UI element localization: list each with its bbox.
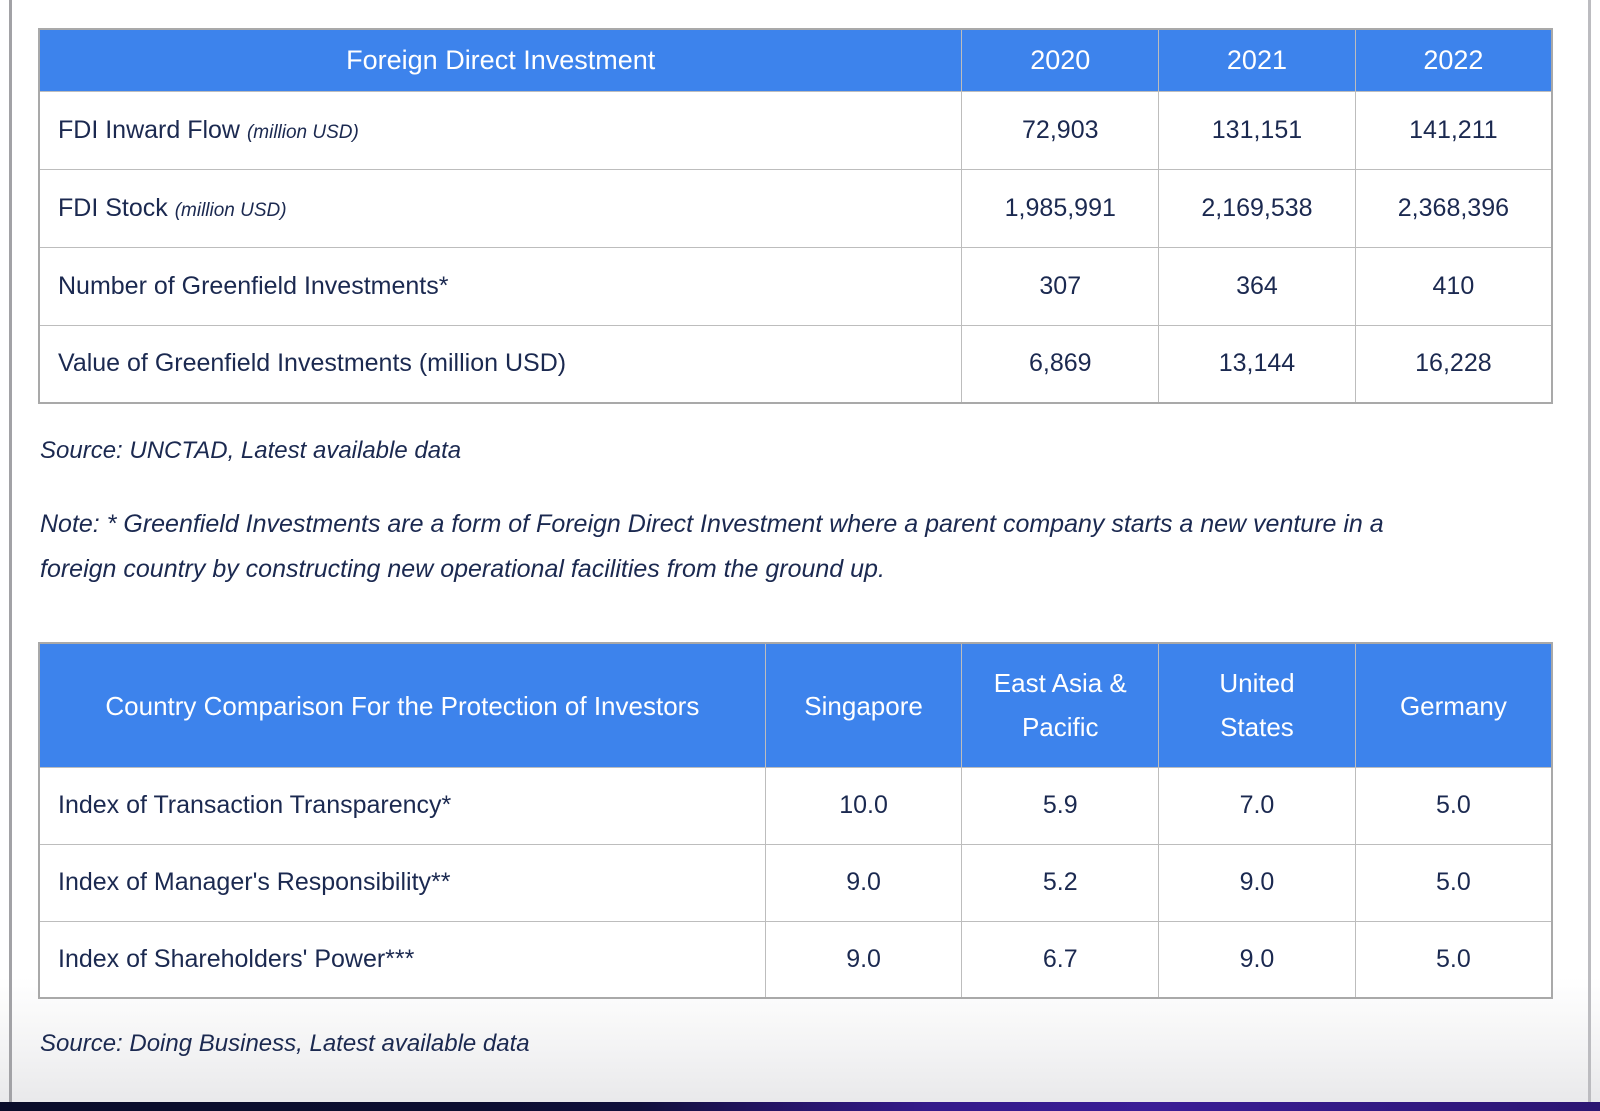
- fdi-row-label-greenfield-value: Value of Greenfield Investments (million…: [38, 324, 963, 404]
- fdi-row-label-greenfield-number: Number of Greenfield Investments*: [38, 246, 963, 326]
- fdi-year-header-2020: 2020: [961, 28, 1160, 92]
- table-row: FDI Inward Flow (million USD) 72,903 131…: [38, 90, 1553, 170]
- protection-value-cell: 9.0: [764, 843, 963, 922]
- fdi-year-header-2022: 2022: [1354, 28, 1553, 92]
- protection-table-title: Country Comparison For the Protection of…: [38, 642, 766, 768]
- table-row: Index of Shareholders' Power*** 9.0 6.7 …: [38, 920, 1553, 999]
- country-header-text: United States: [1219, 668, 1295, 743]
- fdi-value-cell: 307: [961, 246, 1160, 326]
- fdi-table: Foreign Direct Investment 2020 2021 2022…: [38, 28, 1553, 404]
- row-label-text: Number of Greenfield Investments*: [58, 271, 449, 300]
- row-label-unit: (million USD): [174, 199, 287, 221]
- fdi-value-cell: 2,368,396: [1354, 168, 1553, 248]
- page-right-border: [1588, 0, 1591, 1102]
- table-row: Number of Greenfield Investments* 307 36…: [38, 246, 1553, 326]
- protection-header-row: Country Comparison For the Protection of…: [38, 642, 1553, 768]
- row-label-text: FDI Stock: [58, 193, 168, 222]
- fdi-value-cell: 72,903: [961, 90, 1160, 170]
- protection-value-cell: 6.7: [961, 920, 1160, 999]
- source-doing-business: Source: Doing Business, Latest available…: [40, 1030, 530, 1057]
- fdi-table-title: Foreign Direct Investment: [38, 28, 963, 92]
- country-header-text: Germany: [1399, 691, 1507, 722]
- protection-value-cell: 5.2: [961, 843, 1160, 922]
- protection-row-label-shareholders-power: Index of Shareholders' Power***: [38, 920, 766, 999]
- protection-title-text: Country Comparison For the Protection of…: [105, 691, 700, 722]
- country-header-text: Singapore: [804, 691, 923, 722]
- protection-table: Country Comparison For the Protection of…: [38, 642, 1553, 999]
- country-header-text: East Asia & Pacific: [993, 668, 1127, 743]
- table-row: FDI Stock (million USD) 1,985,991 2,169,…: [38, 168, 1553, 248]
- country-header-germany: Germany: [1354, 642, 1553, 768]
- row-label-text: Value of Greenfield Investments (million…: [58, 349, 567, 378]
- country-header-united-states: United States: [1158, 642, 1356, 768]
- fdi-value-cell: 16,228: [1354, 324, 1553, 404]
- protection-value-cell: 5.0: [1354, 843, 1553, 922]
- protection-value-cell: 7.0: [1158, 766, 1356, 845]
- page-content: Foreign Direct Investment 2020 2021 2022…: [38, 28, 1553, 1059]
- footer-gradient-bar: [0, 1102, 1600, 1111]
- fdi-header-row: Foreign Direct Investment 2020 2021 2022: [38, 28, 1553, 92]
- fdi-value-cell: 364: [1158, 246, 1356, 326]
- country-header-singapore: Singapore: [764, 642, 963, 768]
- fdi-value-cell: 13,144: [1158, 324, 1356, 404]
- fdi-value-cell: 131,151: [1158, 90, 1356, 170]
- row-label-text: FDI Inward Flow: [58, 115, 240, 144]
- protection-value-cell: 5.0: [1354, 766, 1553, 845]
- protection-row-label-manager-responsibility: Index of Manager's Responsibility**: [38, 843, 766, 922]
- fdi-year-header-2021: 2021: [1158, 28, 1356, 92]
- fdi-value-cell: 6,869: [961, 324, 1160, 404]
- fdi-row-label-inward-flow: FDI Inward Flow (million USD): [38, 90, 963, 170]
- source-unctad: Source: UNCTAD, Latest available data: [40, 437, 462, 464]
- fdi-value-cell: 141,211: [1354, 90, 1553, 170]
- protection-value-cell: 5.0: [1354, 920, 1553, 999]
- note-greenfield: Note: * Greenfield Investments are a for…: [40, 510, 1384, 583]
- row-label-unit: (million USD): [246, 121, 359, 143]
- protection-row-label-transparency: Index of Transaction Transparency*: [38, 766, 766, 845]
- protection-value-cell: 10.0: [764, 766, 963, 845]
- country-header-east-asia-pacific: East Asia & Pacific: [961, 642, 1160, 768]
- table-row: Index of Manager's Responsibility** 9.0 …: [38, 843, 1553, 922]
- fdi-value-cell: 2,169,538: [1158, 168, 1356, 248]
- fdi-row-label-stock: FDI Stock (million USD): [38, 168, 963, 248]
- protection-value-cell: 9.0: [1158, 920, 1356, 999]
- protection-value-cell: 9.0: [1158, 843, 1356, 922]
- table-row: Index of Transaction Transparency* 10.0 …: [38, 766, 1553, 845]
- protection-value-cell: 9.0: [764, 920, 963, 999]
- page-left-border: [9, 0, 12, 1102]
- fdi-value-cell: 410: [1354, 246, 1553, 326]
- fdi-value-cell: 1,985,991: [961, 168, 1160, 248]
- protection-value-cell: 5.9: [961, 766, 1160, 845]
- table-row: Value of Greenfield Investments (million…: [38, 324, 1553, 404]
